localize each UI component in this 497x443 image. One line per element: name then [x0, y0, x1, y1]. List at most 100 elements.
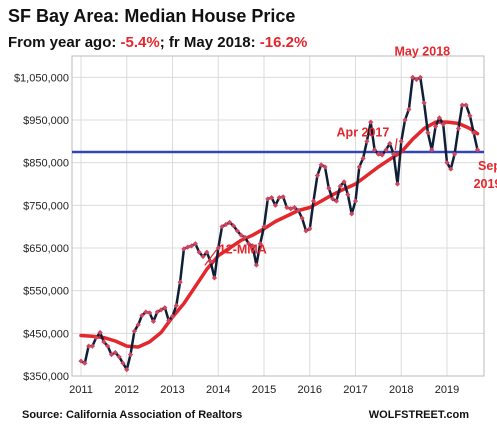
y-tick-label: $1,050,000 — [14, 72, 69, 84]
price-point — [200, 253, 206, 260]
price-point — [249, 243, 256, 249]
price-point — [147, 310, 153, 316]
price-point — [463, 102, 469, 108]
price-point — [234, 228, 240, 234]
price-point — [272, 202, 279, 208]
price-point — [82, 360, 88, 366]
price-point — [120, 360, 126, 366]
price-point — [410, 74, 416, 80]
y-tick-label: $650,000 — [23, 243, 69, 255]
y-tick-label: $550,000 — [23, 286, 69, 298]
brand-label: WOLFSTREET.com — [368, 409, 469, 421]
x-tick-label: 2018 — [389, 384, 413, 396]
price-point — [307, 226, 313, 232]
price-point — [127, 352, 134, 358]
price-point — [158, 307, 164, 313]
price-point — [143, 309, 149, 315]
price-point — [101, 339, 107, 345]
price-point — [192, 241, 198, 247]
chart-title: SF Bay Area: Median House Price — [8, 6, 296, 26]
annotation-may-2018: May 2018 — [395, 44, 451, 58]
price-point — [135, 322, 141, 328]
price-point — [242, 234, 248, 240]
from-peak-change-value: -16.2% — [259, 34, 308, 51]
price-point — [364, 138, 370, 144]
price-point — [97, 329, 103, 336]
chart-subtitle: From year ago: -5.4%; fr May 2018: -16.2… — [8, 34, 307, 51]
price-point — [425, 130, 431, 136]
price-point — [269, 195, 275, 201]
price-point — [196, 249, 202, 255]
series-line-12-mma — [79, 120, 480, 349]
price-point — [421, 100, 427, 106]
price-point — [402, 117, 408, 123]
annotation-2019: 2019 — [474, 177, 497, 191]
y-axis-tick-labels: $350,000 $450,000 $550,000 $650,000 $750,000… — [14, 72, 69, 383]
price-point — [303, 228, 309, 234]
annotations: May 2018 Apr 2017 Sep 2019 12-MMA — [204, 44, 497, 266]
x-tick-label: 2014 — [206, 384, 230, 396]
price-point — [448, 166, 454, 172]
y-tick-label: $350,000 — [23, 371, 69, 383]
price-point — [139, 312, 145, 319]
annotation-apr-2017: Apr 2017 — [337, 125, 390, 139]
annotation-apr-2017-leader — [394, 138, 398, 151]
price-point — [181, 246, 187, 252]
price-point — [417, 74, 423, 80]
x-axis-tick-labels: 2011 2012 2013 2014 2015 2016 2017 2018 2019 — [69, 384, 459, 396]
subtitle-prefix: From year ago: — [8, 34, 121, 51]
price-point — [291, 204, 298, 211]
price-point — [162, 305, 168, 311]
price-point — [204, 249, 210, 255]
price-point — [330, 196, 336, 202]
price-point — [326, 185, 332, 191]
subtitle-middle: ; fr May 2018: — [159, 34, 260, 51]
price-point — [173, 303, 179, 309]
price-point — [341, 179, 347, 185]
price-point — [314, 172, 320, 179]
plot-frame — [71, 55, 485, 377]
annotation-12-mma: 12-MMA — [219, 242, 267, 256]
price-point — [467, 113, 473, 119]
price-point — [280, 194, 286, 200]
price-point — [108, 352, 115, 358]
price-point — [375, 151, 381, 157]
price-point — [318, 162, 324, 168]
price-point — [261, 224, 267, 230]
price-point — [299, 215, 305, 221]
annotation-12-mma-leader — [204, 248, 218, 266]
price-markers — [78, 74, 481, 373]
price-point — [169, 313, 176, 319]
price-point — [86, 343, 92, 349]
x-tick-label: 2017 — [343, 384, 367, 396]
price-point — [116, 354, 122, 360]
price-point — [208, 259, 214, 265]
x-tick-label: 2015 — [252, 384, 276, 396]
price-point — [89, 343, 96, 349]
price-point — [188, 243, 195, 249]
price-point — [211, 275, 218, 281]
yoy-change-value: -5.4% — [120, 34, 160, 51]
price-point — [257, 241, 263, 247]
series-line-median-price — [80, 76, 479, 371]
price-point — [349, 211, 355, 217]
price-point — [337, 183, 343, 189]
price-point — [150, 318, 157, 324]
price-point — [177, 279, 183, 285]
x-tick-label: 2016 — [298, 384, 322, 396]
price-point — [345, 192, 351, 198]
price-point — [452, 151, 458, 157]
price-point — [394, 181, 401, 187]
y-tick-label: $850,000 — [23, 158, 69, 170]
price-point — [227, 219, 233, 225]
price-point — [238, 232, 244, 238]
price-point — [398, 138, 404, 144]
price-point — [246, 241, 252, 247]
price-point — [471, 130, 477, 136]
price-point — [78, 358, 84, 364]
price-point — [276, 195, 282, 201]
price-point — [310, 198, 317, 204]
price-point — [223, 221, 229, 228]
price-point — [154, 309, 160, 315]
price-point — [379, 152, 385, 158]
